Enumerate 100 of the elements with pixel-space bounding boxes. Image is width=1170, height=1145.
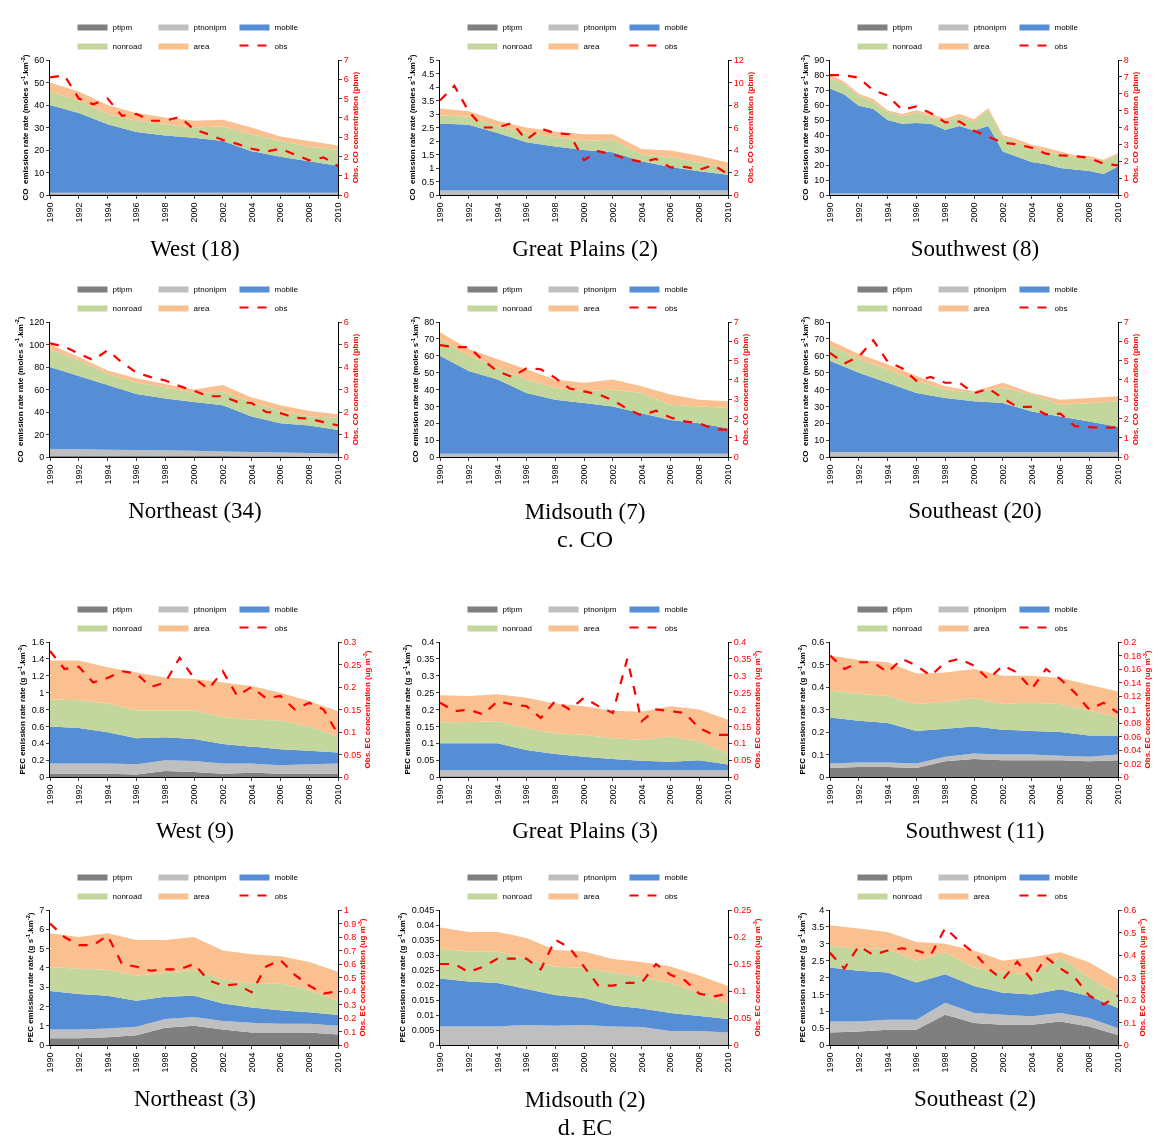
y2-tick-label: 3 — [343, 384, 349, 395]
x-tick-label: 1992 — [853, 464, 864, 485]
x-tick-label: 2004 — [1026, 464, 1037, 485]
y-tick-label: 10 — [34, 167, 45, 178]
y-tick-label: 1.5 — [421, 149, 435, 160]
x-tick-label: 1994 — [882, 1052, 893, 1073]
y2-tick-label: 1 — [343, 170, 349, 181]
x-tick-label: 1996 — [521, 1052, 532, 1073]
x-tick-label: 2006 — [665, 464, 676, 485]
y-tick-label: 0.03 — [416, 950, 435, 961]
text: West (9) — [156, 818, 234, 843]
legend-label: ptnonipm — [193, 284, 227, 294]
y-tick-label: 0.5 — [811, 1023, 825, 1034]
y2-tick-label: 0.2 — [1123, 995, 1137, 1006]
legend-label: obs — [664, 891, 678, 901]
y2-tick-label: 0.5 — [343, 972, 357, 983]
x-tick-label: 1994 — [882, 202, 893, 223]
legend-label: nonroad — [112, 623, 142, 633]
y2-tick-label: 12 — [733, 55, 744, 66]
x-tick-label: 1996 — [131, 784, 142, 805]
y2-tick-label: 8 — [733, 100, 739, 111]
x-tick-label: 1998 — [940, 1052, 951, 1073]
y-tick-label: 1.2 — [31, 670, 45, 681]
y-tick-label: 120 — [29, 317, 45, 328]
y-tick-label: 0.8 — [31, 704, 45, 715]
legend-label: ptnonipm — [973, 22, 1007, 32]
legend-label: nonroad — [892, 41, 922, 51]
y-tick-label: 60 — [34, 384, 45, 395]
y2-tick-label: 0 — [733, 1040, 739, 1051]
x-tick-label: 1996 — [911, 784, 922, 805]
x-tick-label: 1992 — [73, 1052, 84, 1073]
x-tick-label: 2002 — [607, 202, 618, 223]
y-tick-label: 70 — [814, 334, 825, 345]
y2-tick-label: 6 — [733, 122, 739, 133]
y2-tick-label: 5 — [1123, 355, 1129, 366]
y-tick-label: 0.035 — [411, 935, 435, 946]
x-tick-label: 2000 — [578, 1052, 589, 1073]
x-tick-label: 2008 — [694, 464, 705, 485]
y2-tick-label: 0.9 — [343, 918, 357, 929]
y-tick-label: 50 — [814, 115, 825, 126]
y2-tick-label: 3 — [343, 132, 349, 143]
y2-tick-label: 0.6 — [1123, 905, 1137, 916]
x-tick-label: 2006 — [1055, 784, 1066, 805]
legend-label: mobile — [664, 872, 689, 882]
legend-label: nonroad — [502, 303, 532, 313]
y-tick-label: 3 — [39, 982, 45, 993]
x-tick-label: 2008 — [1084, 202, 1095, 223]
x-tick-label: 2002 — [607, 784, 618, 805]
x-tick-label: 2008 — [1084, 464, 1095, 485]
x-tick-label: 1992 — [853, 202, 864, 223]
y-tick-label: 2.5 — [421, 122, 435, 133]
x-tick-label: 2008 — [304, 464, 315, 485]
text: West (18) — [150, 236, 240, 261]
x-tick-label: 2008 — [694, 1052, 705, 1073]
legend-label: obs — [1054, 623, 1068, 633]
x-tick-label: 2000 — [188, 202, 199, 223]
y2-tick-label: 8 — [1123, 55, 1129, 66]
x-tick-label: 1998 — [160, 464, 171, 485]
x-tick-label: 1990 — [434, 464, 445, 485]
x-tick-label: 2004 — [246, 784, 257, 805]
y-tick-label: 20 — [814, 160, 825, 171]
y-tick-label: 4 — [819, 905, 825, 916]
x-tick-label: 2002 — [997, 464, 1008, 485]
text: Great Plains (2) — [512, 236, 658, 261]
x-tick-label: 2006 — [275, 202, 286, 223]
legend-label: area — [583, 891, 601, 901]
x-tick-label: 2010 — [1112, 1052, 1123, 1073]
x-tick-label: 2002 — [607, 464, 618, 485]
y2-tick-label: 0.35 — [733, 654, 752, 665]
y-tick-label: 3.5 — [421, 95, 435, 106]
y2-tick-label: 0.5 — [1123, 927, 1137, 938]
y-tick-label: 0.5 — [811, 659, 825, 670]
x-tick-label: 2000 — [968, 464, 979, 485]
y-tick-label: 70 — [424, 334, 435, 345]
legend-label: ptnonipm — [193, 22, 227, 32]
x-tick-label: 1998 — [550, 1052, 561, 1073]
x-tick-label: 1992 — [463, 784, 474, 805]
y2-tick-label: 0 — [733, 772, 739, 783]
x-tick-label: 2004 — [1026, 1052, 1037, 1073]
y2-tick-label: 0.8 — [343, 932, 357, 943]
y2-tick-label: 2 — [733, 167, 739, 178]
x-tick-label: 2006 — [1055, 1052, 1066, 1073]
text: Southeast (2) — [913, 1086, 1037, 1111]
legend-label: ptipm — [502, 872, 523, 882]
y2-tick-label: 1 — [343, 429, 349, 440]
y-tick-label: 0.4 — [811, 682, 825, 693]
y-tick-label: 0 — [819, 452, 825, 463]
y-tick-label: 1 — [429, 163, 435, 174]
legend-label: obs — [1054, 303, 1068, 313]
x-tick-label: 2000 — [968, 202, 979, 223]
y-tick-label: 0.3 — [421, 670, 435, 681]
legend-label: ptipm — [112, 872, 133, 882]
legend-label: ptipm — [502, 604, 523, 614]
y-tick-label: 20 — [814, 418, 825, 429]
legend-label: obs — [274, 623, 288, 633]
x-tick-label: 1996 — [521, 202, 532, 223]
y2-tick-label: 0.05 — [733, 1013, 752, 1024]
x-tick-label: 2010 — [1112, 784, 1123, 805]
legend-label: obs — [274, 891, 288, 901]
x-tick-label: 1996 — [911, 464, 922, 485]
